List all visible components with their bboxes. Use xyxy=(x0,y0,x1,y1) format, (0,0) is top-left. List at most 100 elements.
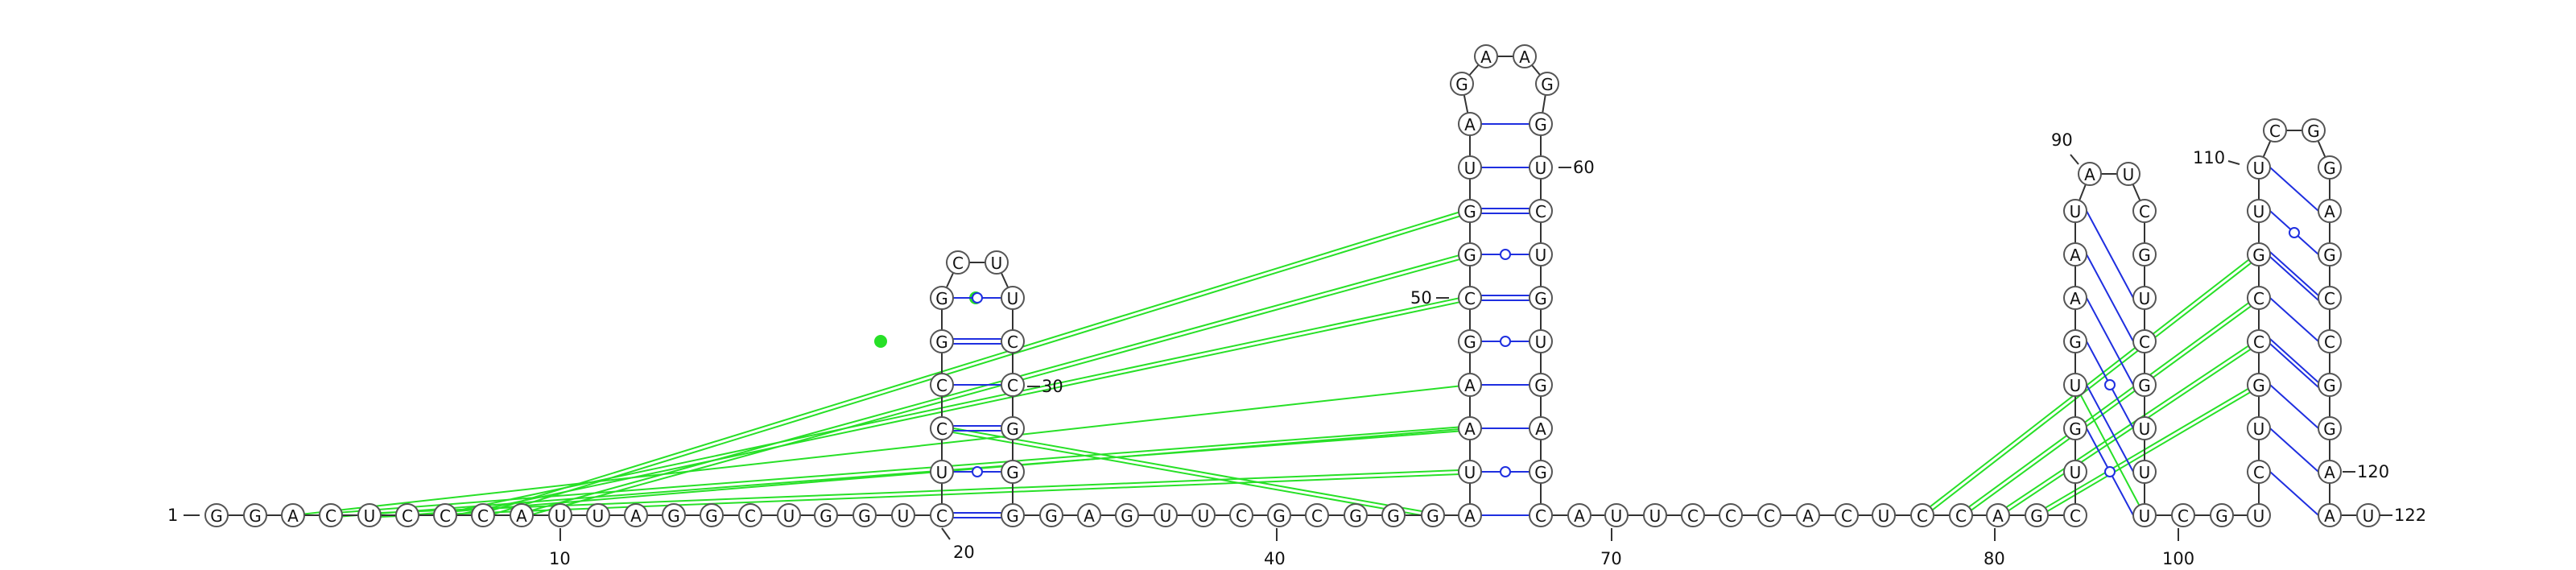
au-pair-line xyxy=(2269,428,2319,473)
tick-90 xyxy=(2070,154,2079,165)
tertiary-interaction-line xyxy=(331,429,1471,518)
nucleotide-circle xyxy=(1039,503,1063,527)
nucleotide-21: U xyxy=(930,460,954,484)
nucleotide-circle xyxy=(1567,503,1591,527)
nucleotide-circle xyxy=(2078,162,2102,186)
nucleotide-72: C xyxy=(1681,503,1705,527)
nucleotide-letter: G xyxy=(1534,289,1547,308)
nucleotide-circle xyxy=(1421,503,1445,527)
nucleotide-circle xyxy=(1458,242,1482,266)
nucleotide-circle xyxy=(1529,286,1553,310)
nucleotide-circle xyxy=(852,503,877,527)
nucleotide-letter: G xyxy=(210,506,223,526)
tertiary-interaction-line xyxy=(481,208,1470,514)
nucleotide-61: C xyxy=(1529,199,1553,223)
gu-pair-dot xyxy=(1500,249,1511,260)
nucleotide-letter: C xyxy=(1007,332,1018,352)
nucleotide-letter: U xyxy=(2139,506,2151,526)
nucleotide-circle xyxy=(1001,416,1025,440)
nucleotide-10: U xyxy=(548,503,572,527)
nucleotide-110: U xyxy=(2247,155,2271,180)
nucleotide-circle xyxy=(2318,286,2342,310)
nucleotide-80: A xyxy=(1986,503,2010,527)
nucleotide-letter: C xyxy=(2139,332,2150,352)
nucleotide-letter: G xyxy=(2323,419,2336,439)
nucleotide-116: C xyxy=(2318,286,2342,310)
nucleotide-54: A xyxy=(1458,112,1482,136)
nucleotide-89: U xyxy=(2063,199,2087,223)
nucleotide-83: U xyxy=(2063,460,2087,484)
nucleotide-circle xyxy=(985,250,1009,275)
nucleotide-69: A xyxy=(1567,503,1591,527)
nucleotide-circle xyxy=(2318,199,2342,223)
nucleotide-circle xyxy=(395,503,419,527)
base-pairs xyxy=(953,123,2319,518)
nucleotide-circle xyxy=(2132,503,2157,527)
nucleotide-letter: G xyxy=(2138,376,2151,395)
nucleotide-letter: C xyxy=(936,419,947,439)
nucleotide-letter: A xyxy=(1464,419,1476,439)
nucleotide-letter: C xyxy=(1007,376,1018,395)
au-pair-line xyxy=(2269,384,2319,429)
nucleotide-90: A xyxy=(2078,162,2102,186)
nucleotide-circle xyxy=(1001,503,1025,527)
backbone xyxy=(217,56,2368,516)
nucleotide-35: A xyxy=(1077,503,1101,527)
tertiary-interaction-line xyxy=(2035,382,2259,514)
nucleotide-letter: C xyxy=(1955,506,1967,526)
nucleotide-49: G xyxy=(1458,329,1482,353)
nucleotide-letter: G xyxy=(1463,332,1476,352)
tertiary-interactions xyxy=(292,208,2261,518)
au-pair-line xyxy=(2269,297,2319,342)
nucleotide-31: G xyxy=(1001,416,1025,440)
nucleotide-70: U xyxy=(1604,503,1629,527)
nucleotide-105: G xyxy=(2247,373,2271,397)
label-30: 30 xyxy=(1042,377,1063,396)
nucleotide-circle xyxy=(1949,503,1973,527)
nucleotide-93: G xyxy=(2132,242,2157,266)
nucleotide-circle xyxy=(1529,329,1553,353)
nucleotide-circle xyxy=(2318,329,2342,353)
nucleotide-95: C xyxy=(2132,329,2157,353)
nucleotide-letter: G xyxy=(2323,376,2336,395)
nucleotide-circle xyxy=(1835,503,1859,527)
tertiary-interaction-line xyxy=(369,469,1470,514)
nucleotide-circle xyxy=(2247,416,2271,440)
nucleotide-circle xyxy=(1154,503,1178,527)
nucleotide-circle xyxy=(1191,503,1216,527)
nucleotide-circle xyxy=(2063,416,2087,440)
nucleotide-circle xyxy=(946,250,970,275)
nucleotide-letter: U xyxy=(2253,506,2265,526)
nucleotide-circle xyxy=(1513,44,1537,68)
nucleotide-97: U xyxy=(2132,416,2157,440)
nucleotide-circle xyxy=(2132,286,2157,310)
nucleotide-circle xyxy=(433,503,457,527)
nucleotide-letter: U xyxy=(1611,506,1623,526)
tertiary-interaction-line xyxy=(483,212,1472,518)
nucleotide-letter: A xyxy=(2070,289,2081,308)
tertiary-interaction-line xyxy=(1959,295,2259,514)
nucleotide-letter: G xyxy=(1121,506,1133,526)
nucleotide-letter: U xyxy=(2139,463,2151,482)
nucleotide-108: G xyxy=(2247,242,2271,266)
nucleotide-85: U xyxy=(2063,373,2087,397)
nucleotide-letter: G xyxy=(1541,75,1554,94)
nucleotide-92: C xyxy=(2132,199,2157,223)
nucleotide-letter: C xyxy=(1535,506,1546,526)
nucleotide-circle xyxy=(738,503,762,527)
nucleotide-51: G xyxy=(1458,242,1482,266)
nucleotide-76: C xyxy=(1835,503,1859,527)
nucleotide-letter: C xyxy=(1535,202,1546,221)
nucleotide-letter: U xyxy=(1160,506,1172,526)
nucleotide-7: C xyxy=(433,503,457,527)
nucleotide-circle xyxy=(1529,155,1553,180)
nucleotide-letter: G xyxy=(2030,506,2043,526)
nucleotide-26: C xyxy=(946,250,970,275)
tertiary-interaction-line xyxy=(369,473,1471,518)
nucleotide-circle xyxy=(2063,199,2087,223)
nucleotide-letter: U xyxy=(1535,332,1547,352)
nucleotide-letter: G xyxy=(1463,246,1476,265)
nucleotide-circle xyxy=(1529,242,1553,266)
nucleotide-circle xyxy=(1229,503,1253,527)
